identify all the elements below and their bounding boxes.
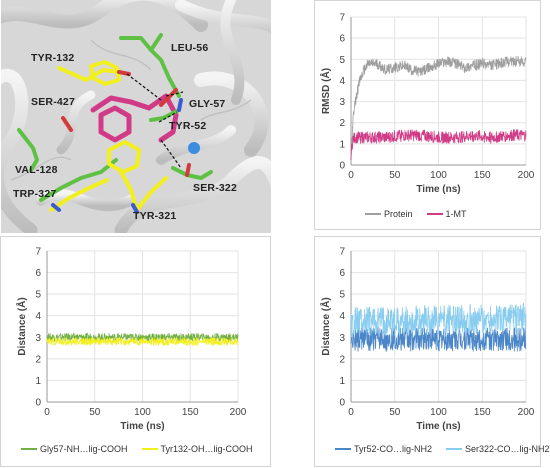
series-line-0	[350, 55, 527, 159]
x-tick-label: 0	[348, 407, 354, 418]
protein-ribbon-render	[1, 0, 271, 233]
x-tick-label: 100	[430, 407, 447, 418]
x-tick-label: 150	[474, 407, 491, 418]
molecular-structure-image: TYR-132 LEU-56 SER-427 GLY-57 TYR-52 VAL…	[1, 0, 271, 233]
legend-swatch	[141, 448, 158, 450]
y-tick-label: 2	[35, 354, 41, 365]
x-tick-label: 200	[518, 170, 535, 181]
chart-svg: 0 50 100 150 200 0 1 2 3 4 5 6 7 Time (ns) Distance (Å…	[319, 247, 535, 433]
y-tick-label: 1	[35, 376, 41, 387]
chart-svg: 0 50 100 150 200 0 1 2 3 4 5 6 7 Time (ns) RMSD (Å)	[319, 13, 535, 196]
residue-label-tyr132: TYR-132	[31, 52, 75, 64]
y-tick-label: 0	[339, 161, 345, 172]
residue-label-ser427: SER-427	[31, 96, 76, 108]
series-line-0	[350, 327, 527, 352]
y-tick-label: 5	[35, 290, 41, 301]
legend-swatch	[21, 448, 37, 450]
legend-label: Protein	[384, 209, 413, 219]
residue-label-gly57: GLY-57	[189, 98, 226, 110]
y-tick-label: 3	[339, 97, 345, 108]
residue-label-val128: VAL-128	[15, 164, 58, 176]
y-tick-label: 6	[339, 268, 345, 279]
x-tick-label: 0	[348, 170, 354, 181]
y-tick-label: 4	[35, 311, 41, 322]
x-tick-label: 200	[518, 407, 535, 418]
y-tick-label: 5	[339, 290, 345, 301]
x-tick-label: 0	[44, 407, 50, 418]
y-tick-label: 7	[35, 247, 41, 258]
series-line-1	[350, 129, 527, 161]
y-tick-label: 6	[35, 268, 41, 279]
y-tick-label: 4	[339, 76, 345, 87]
residue-label-leu56: LEU-56	[171, 42, 209, 54]
x-tick-label: 50	[89, 407, 101, 418]
legend-label: 1-MT	[445, 209, 467, 219]
y-tick-label: 2	[339, 354, 345, 365]
y-axis-title: RMSD (Å)	[319, 68, 332, 114]
distance-chart-tyr52-ser322: 0 50 100 150 200 0 1 2 3 4 5 6 7 Time (ns) Distance (Å…	[314, 236, 550, 467]
residue-label-tyr52: TYR-52	[169, 120, 207, 132]
legend-swatch	[335, 448, 351, 450]
x-tick-label: 100	[430, 170, 447, 181]
y-tick-label: 3	[339, 333, 345, 344]
legend-item: Protein	[365, 209, 413, 219]
legend-swatch	[426, 213, 443, 215]
x-tick-label: 150	[474, 170, 491, 181]
y-tick-label: 5	[339, 55, 345, 66]
x-axis-title: Time (ns)	[416, 184, 460, 195]
y-axis-title: Distance (Å)	[15, 297, 28, 355]
y-tick-label: 4	[339, 311, 345, 322]
x-tick-label: 200	[230, 407, 247, 418]
y-tick-label: 0	[35, 398, 41, 409]
residue-label-tyr321: TYR-321	[133, 210, 177, 222]
chart-svg: 0 50 100 150 200 0 1 2 3 4 5 6 7 Time (ns) Distance (Å…	[15, 247, 247, 433]
legend-label: Ser322-CO…lig-NH2	[465, 444, 550, 454]
residue-label-ser322: SER-322	[193, 182, 238, 194]
y-tick-label: 7	[339, 13, 345, 24]
chart-legend: Protein 1-MT	[365, 209, 467, 219]
legend-label: Gly57-NH…lig-COOH	[40, 444, 128, 454]
x-axis-title: Time (ns)	[416, 421, 460, 432]
series-line-1	[46, 337, 239, 346]
legend-item: Ser322-CO…lig-NH2	[446, 444, 550, 454]
legend-swatch	[365, 213, 381, 215]
legend-label: Tyr52-CO…lig-NH2	[354, 444, 433, 454]
y-tick-label: 1	[339, 139, 345, 150]
y-tick-label: 0	[339, 398, 345, 409]
distance-chart-gly57-tyr132: 0 50 100 150 200 0 1 2 3 4 5 6 7 Time (ns) Distance (Å…	[0, 236, 271, 467]
chart-legend: Tyr52-CO…lig-NH2 Ser322-CO…lig-NH2	[335, 444, 550, 454]
y-tick-label: 1	[339, 376, 345, 387]
legend-item: 1-MT	[426, 209, 467, 219]
x-axis-title: Time (ns)	[120, 421, 164, 432]
y-tick-label: 6	[339, 34, 345, 45]
legend-item: Tyr52-CO…lig-NH2	[335, 444, 432, 454]
y-tick-label: 3	[35, 333, 41, 344]
legend-item: Gly57-NH…lig-COOH	[21, 444, 128, 454]
x-tick-label: 150	[182, 407, 199, 418]
x-tick-label: 50	[389, 407, 401, 418]
residue-label-trp327: TRP-327	[13, 188, 57, 200]
y-axis-title: Distance (Å)	[319, 297, 332, 355]
rmsd-chart: 0 50 100 150 200 0 1 2 3 4 5 6 7 Time (ns) RMSD (Å) Pro…	[314, 0, 541, 230]
chart-legend: Gly57-NH…lig-COOH Tyr132-OH…lig-COOH	[21, 444, 253, 454]
x-tick-label: 50	[389, 170, 401, 181]
legend-item: Tyr132-OH…lig-COOH	[141, 444, 253, 454]
y-tick-label: 2	[339, 118, 345, 129]
y-tick-label: 7	[339, 247, 345, 258]
x-tick-label: 100	[134, 407, 151, 418]
legend-swatch	[446, 448, 463, 450]
legend-label: Tyr132-OH…lig-COOH	[160, 444, 253, 454]
series-line-1	[350, 302, 527, 338]
